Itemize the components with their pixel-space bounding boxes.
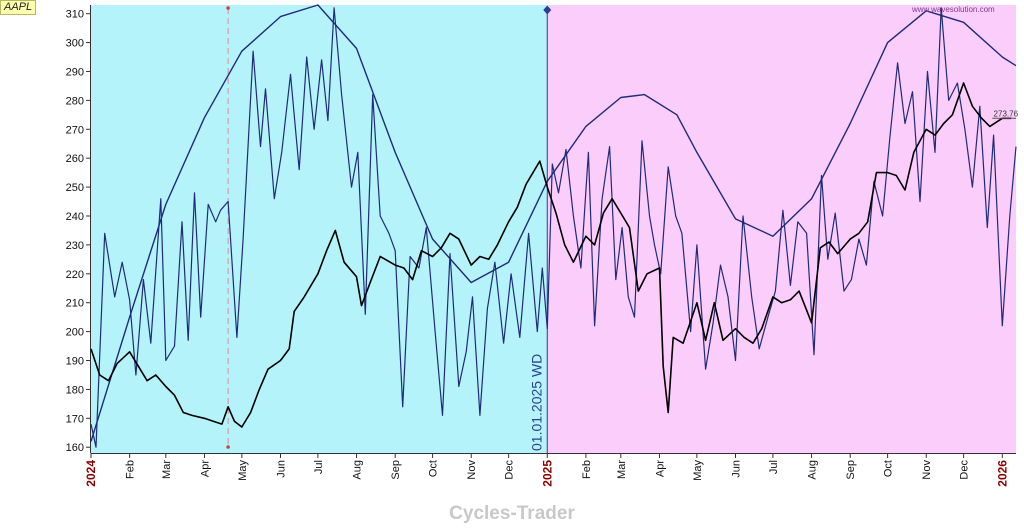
y-tick-label: 310: [66, 9, 84, 21]
y-tick-label: 240: [66, 211, 84, 223]
x-tick-year-label: 2024: [84, 460, 98, 487]
y-tick-label: 230: [66, 240, 84, 252]
x-tick-label: Jul: [768, 460, 780, 474]
last-price-label: 273.76: [994, 109, 1019, 118]
y-tick-label: 270: [66, 124, 84, 136]
x-tick-label: Feb: [125, 460, 137, 479]
vertical-marker-top-dot: [226, 6, 230, 10]
x-tick-label: Feb: [581, 460, 593, 479]
y-tick-label: 170: [66, 413, 84, 425]
price-line: [90, 82, 1011, 428]
ticker-label: AAPL: [0, 0, 37, 15]
x-tick-label: Mar: [616, 460, 628, 479]
x-tick-label: Oct: [428, 460, 440, 477]
y-tick-label: 290: [66, 66, 84, 78]
y-tick-label: 160: [66, 442, 84, 454]
x-tick-label: Aug: [807, 460, 819, 480]
y-tick-label: 260: [66, 153, 84, 165]
y-tick-label: 280: [66, 95, 84, 107]
series-layer: [90, 4, 1017, 448]
x-tick-label: Mar: [161, 460, 173, 479]
x-tick-label: Jun: [731, 460, 743, 478]
x-tick-label: Oct: [883, 460, 895, 477]
y-tick-label: 190: [66, 356, 84, 368]
y-tick-label: 220: [66, 269, 84, 281]
x-tick-label: Apr: [199, 460, 211, 477]
past-zone: [91, 5, 548, 453]
x-tick-year-label: 2025: [540, 460, 554, 487]
x-tick-label: Jun: [275, 460, 287, 478]
x-tick-label: Apr: [654, 460, 666, 477]
detail-cycle-line: [90, 7, 1017, 448]
y-tick-label: 300: [66, 38, 84, 50]
dominant-cycle-line: [90, 4, 1017, 442]
y-tick-label: 180: [66, 384, 84, 396]
vertical-marker-bottom-dot: [226, 445, 230, 449]
y-tick-label: 200: [66, 327, 84, 339]
brand-name: Cycles-Trader: [449, 503, 575, 524]
x-tick-year-label: 2026: [995, 460, 1009, 487]
x-axis: 2024 Feb Mar Apr May Jun Jul Aug Sep Oct Nov Dec 202…: [84, 453, 1009, 487]
y-tick-label: 210: [66, 298, 84, 310]
x-tick-label: May: [237, 460, 249, 481]
x-tick-label: Aug: [352, 460, 364, 480]
x-tick-label: Sep: [390, 460, 402, 480]
x-tick-label: Dec: [504, 460, 516, 480]
x-tick-label: Jul: [313, 460, 325, 474]
x-tick-label: Nov: [921, 460, 933, 480]
x-tick-label: May: [692, 460, 704, 481]
x-tick-label: Sep: [845, 460, 857, 480]
watermark-url: www.wavesolution.com: [912, 5, 995, 14]
cycle-start-date-label: 01.01.2025 WD: [528, 354, 544, 451]
cycle-start-diamond: [543, 5, 552, 15]
y-tick-label: 250: [66, 182, 84, 194]
x-tick-label: Dec: [959, 460, 971, 480]
x-tick-label: Nov: [466, 460, 478, 480]
y-axis: 160 170 180 190 200 210 220 230 240 250 260 270 280 2…: [66, 9, 91, 454]
